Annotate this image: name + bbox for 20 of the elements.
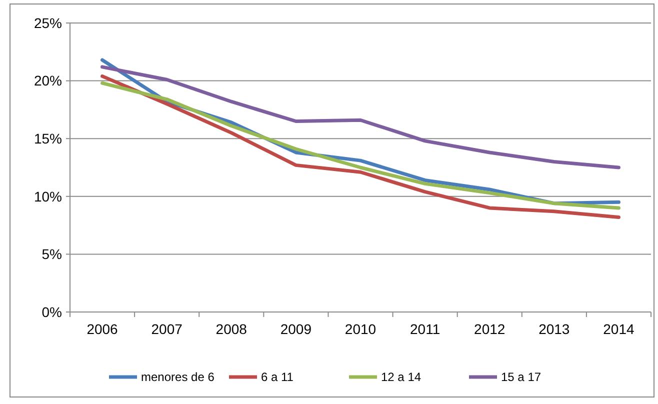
y-tick-label: 20% <box>34 72 62 89</box>
x-tick-label: 2013 <box>538 321 570 337</box>
legend-label: 12 a 14 <box>381 370 422 384</box>
x-tick-label: 2008 <box>216 321 248 337</box>
x-tick-label: 2010 <box>344 321 376 337</box>
legend-label: menores de 6 <box>141 370 215 384</box>
y-tick-label: 10% <box>34 188 62 204</box>
y-tick-label: 25% <box>34 14 62 31</box>
y-tick-label: 15% <box>34 130 62 146</box>
x-tick-label: 2011 <box>410 321 440 337</box>
x-tick-label: 2009 <box>280 321 312 337</box>
legend-label: 6 a 11 <box>261 370 294 384</box>
line-series <box>100 65 620 170</box>
x-tick-label: 2007 <box>151 321 183 337</box>
legend-label: 15 a 17 <box>501 370 542 384</box>
y-tick-label: 0% <box>42 304 62 320</box>
x-tick-label: 2006 <box>86 321 118 337</box>
x-tick-label: 2014 <box>603 321 635 337</box>
y-tick-label: 5% <box>42 246 62 262</box>
x-tick-label: 2012 <box>474 321 506 337</box>
